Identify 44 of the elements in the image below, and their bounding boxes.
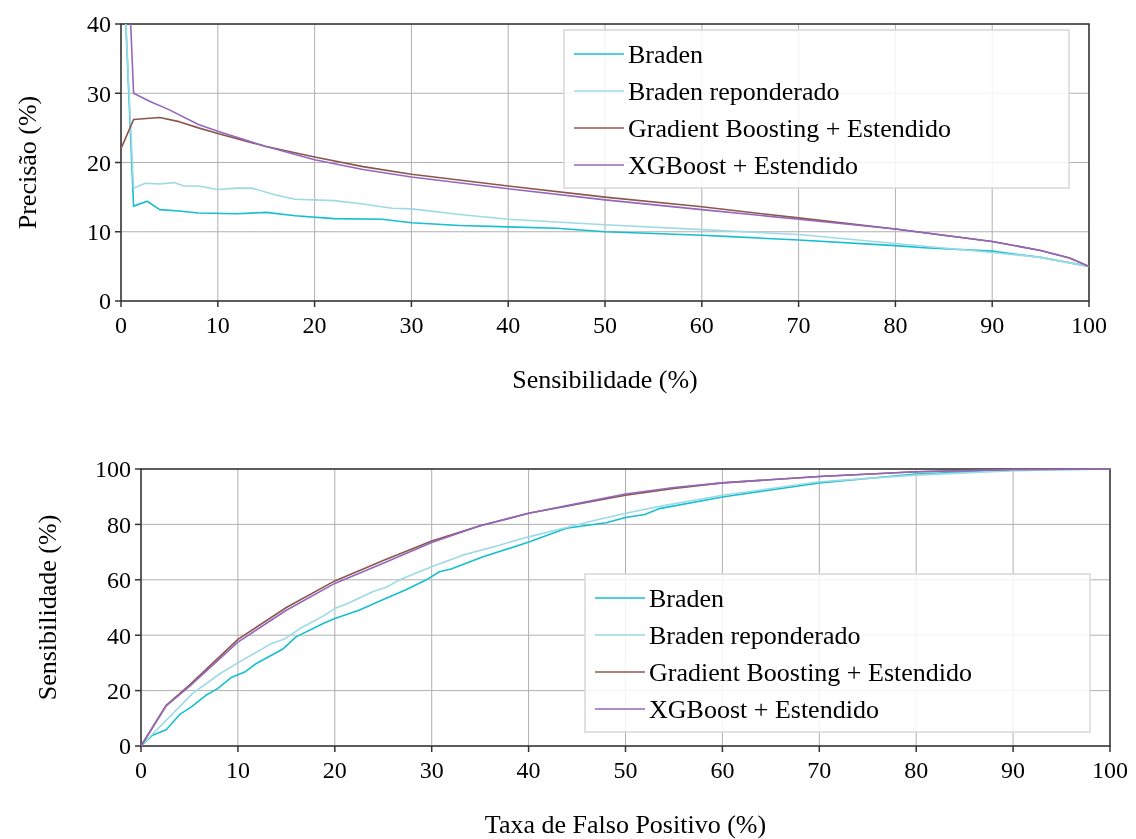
- x-tick-label: 70: [807, 757, 832, 783]
- x-tick-label: 50: [593, 312, 617, 338]
- x-tick-label: 50: [613, 757, 638, 783]
- y-axis-title: Sensibilidade (%): [33, 514, 62, 701]
- x-tick-label: 0: [135, 757, 147, 783]
- x-tick-label: 60: [689, 312, 714, 338]
- y-tick-label: 60: [107, 567, 131, 594]
- x-axis-title: Sensibilidade (%): [512, 365, 698, 394]
- x-tick-label: 90: [980, 312, 1005, 338]
- x-tick-label: 60: [710, 757, 735, 783]
- x-tick-label: 100: [1071, 312, 1107, 338]
- y-tick-label: 0: [99, 288, 111, 315]
- y-axis-title: Precisão (%): [13, 95, 42, 230]
- legend-label: Braden reponderado: [628, 77, 840, 107]
- legend-label: Gradient Boosting + Estendido: [628, 114, 952, 144]
- x-tick-label: 100: [1092, 757, 1128, 783]
- legend-label: XGBoost + Estendido: [628, 151, 858, 181]
- legend-label: Braden: [628, 40, 704, 70]
- x-tick-label: 10: [205, 312, 230, 338]
- y-tick-label: 40: [87, 11, 111, 38]
- y-tick-label: 30: [87, 80, 111, 107]
- x-tick-label: 30: [399, 312, 424, 338]
- legend-label: Braden: [649, 584, 725, 614]
- y-tick-label: 10: [87, 219, 111, 246]
- x-tick-label: 90: [1001, 757, 1026, 783]
- legend-label: Gradient Boosting + Estendido: [649, 658, 973, 688]
- x-tick-label: 40: [516, 757, 541, 783]
- x-tick-label: 80: [904, 757, 929, 783]
- y-tick-label: 20: [87, 149, 111, 176]
- x-tick-label: 20: [322, 757, 347, 783]
- x-axis-title: Taxa de Falso Positivo (%): [484, 810, 767, 839]
- y-tick-label: 0: [119, 733, 131, 760]
- x-tick-label: 10: [225, 757, 250, 783]
- y-tick-label: 40: [107, 622, 131, 649]
- x-tick-label: 20: [302, 312, 327, 338]
- x-tick-label: 40: [496, 312, 521, 338]
- y-tick-label: 100: [95, 456, 131, 483]
- legend-label: XGBoost + Estendido: [649, 695, 879, 725]
- legend-label: Braden reponderado: [649, 621, 861, 651]
- y-tick-label: 80: [107, 511, 131, 538]
- x-tick-label: 30: [419, 757, 444, 783]
- y-tick-label: 20: [107, 678, 131, 704]
- x-tick-label: 70: [786, 312, 811, 338]
- x-tick-label: 80: [883, 312, 908, 338]
